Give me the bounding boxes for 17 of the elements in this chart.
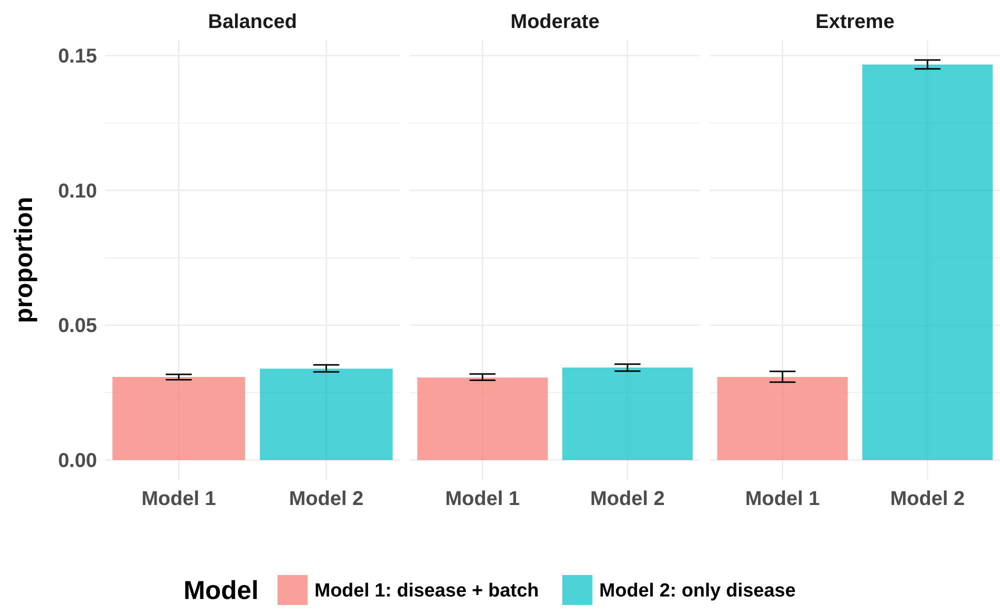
- y-tick-label: 0.10: [58, 180, 97, 202]
- x-tick-label: Model 1: [445, 488, 520, 510]
- x-tick-label: Model 1: [745, 488, 820, 510]
- y-tick-label: 0.05: [58, 315, 97, 338]
- x-tick-label: Model 2: [590, 488, 665, 510]
- y-axis-title: proportion: [10, 196, 38, 324]
- legend-title: Model: [184, 575, 259, 606]
- chart-title: Balanced: [208, 11, 297, 33]
- chart-title: Extreme: [816, 11, 894, 33]
- x-tick-label: Model 2: [289, 488, 364, 510]
- x-tick-label: Model 2: [890, 488, 965, 510]
- y-tick-label: 0.00: [58, 450, 97, 472]
- y-tick-label: 0.15: [58, 46, 97, 68]
- legend-label: Model 2: only disease: [599, 580, 796, 602]
- x-tick-label: Model 1: [142, 488, 216, 510]
- chart-title: Moderate: [510, 11, 600, 33]
- legend-label: Model 1: disease + batch: [314, 580, 539, 602]
